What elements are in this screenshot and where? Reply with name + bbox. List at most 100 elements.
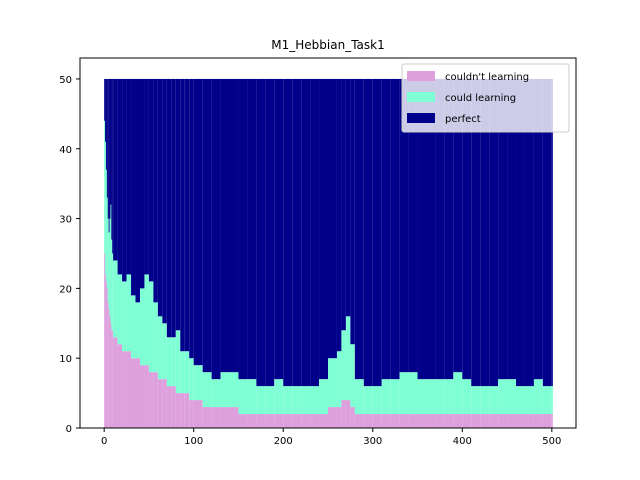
bar-perfect bbox=[341, 78, 346, 331]
bar-couldnt-learning bbox=[417, 414, 427, 428]
bar-could-learning bbox=[444, 379, 454, 415]
bar-couldnt-learning bbox=[157, 379, 163, 428]
bar-perfect bbox=[507, 78, 517, 380]
bar-couldnt-learning bbox=[166, 386, 172, 428]
bar-perfect bbox=[189, 78, 194, 359]
bar-could-learning bbox=[524, 386, 534, 415]
bar-perfect bbox=[247, 78, 257, 380]
bar-perfect bbox=[350, 78, 355, 345]
bar-couldnt-learning bbox=[139, 365, 145, 428]
bars-group bbox=[104, 78, 553, 428]
x-tick-label: 500 bbox=[542, 436, 561, 447]
bar-perfect bbox=[108, 78, 110, 233]
bar-couldnt-learning bbox=[301, 414, 311, 428]
bar-could-learning bbox=[363, 386, 373, 415]
bar-perfect bbox=[153, 78, 158, 303]
bar-couldnt-learning bbox=[345, 400, 351, 428]
bar-perfect bbox=[390, 78, 400, 380]
bar-could-learning bbox=[435, 379, 445, 415]
bar-perfect bbox=[111, 78, 113, 240]
bar-couldnt-learning bbox=[122, 351, 127, 428]
bar-could-learning bbox=[426, 379, 436, 415]
bar-couldnt-learning bbox=[113, 337, 118, 428]
bar-couldnt-learning bbox=[336, 407, 342, 428]
legend-swatch bbox=[407, 71, 435, 81]
y-axis: 0 10 20 30 40 50 bbox=[59, 75, 80, 435]
legend-box bbox=[401, 63, 570, 133]
bar-could-learning bbox=[453, 372, 463, 415]
plot-frame bbox=[79, 57, 577, 429]
bar-couldnt-learning bbox=[381, 414, 391, 428]
bar-couldnt-learning bbox=[189, 400, 194, 428]
bar-perfect bbox=[220, 78, 230, 373]
bar-perfect bbox=[310, 78, 320, 387]
bar-perfect bbox=[175, 78, 181, 331]
bar-could-learning bbox=[498, 379, 508, 415]
bar-couldnt-learning bbox=[516, 414, 525, 428]
bar-couldnt-learning bbox=[106, 288, 108, 428]
bar-couldnt-learning bbox=[489, 414, 499, 428]
bar-couldnt-learning bbox=[111, 330, 113, 428]
bar-perfect bbox=[105, 78, 107, 142]
bar-perfect bbox=[211, 78, 221, 380]
bar-could-learning bbox=[551, 386, 553, 415]
bar-perfect bbox=[105, 78, 107, 170]
bar-could-learning bbox=[122, 281, 127, 352]
bar-couldnt-learning bbox=[202, 407, 212, 428]
bar-perfect bbox=[542, 78, 552, 387]
bar-could-learning bbox=[113, 260, 118, 338]
bar-perfect bbox=[408, 78, 418, 373]
bar-couldnt-learning bbox=[274, 414, 284, 428]
bar-perfect bbox=[292, 78, 302, 387]
bar-couldnt-learning bbox=[444, 414, 454, 428]
bar-could-learning bbox=[220, 372, 230, 408]
bar-perfect bbox=[363, 78, 373, 387]
bar-could-learning bbox=[184, 351, 190, 394]
bar-couldnt-learning bbox=[341, 400, 346, 428]
legend-swatch bbox=[407, 92, 435, 102]
bar-couldnt-learning bbox=[126, 351, 132, 428]
bar-couldnt-learning bbox=[193, 400, 203, 428]
x-axis: 0 100 200 300 400 500 bbox=[101, 428, 561, 447]
bar-could-learning bbox=[202, 372, 212, 408]
bar-couldnt-learning bbox=[256, 414, 266, 428]
bar-couldnt-learning bbox=[135, 358, 140, 428]
bar-perfect bbox=[162, 78, 167, 324]
bar-couldnt-learning bbox=[292, 414, 302, 428]
bar-perfect bbox=[104, 78, 106, 121]
bar-couldnt-learning bbox=[507, 414, 517, 428]
bar-couldnt-learning bbox=[524, 414, 534, 428]
bar-perfect bbox=[274, 78, 284, 380]
bar-could-learning bbox=[533, 379, 543, 415]
bar-couldnt-learning bbox=[109, 316, 111, 428]
bar-could-learning bbox=[106, 197, 108, 289]
y-tick-label: 40 bbox=[59, 145, 72, 156]
bar-couldnt-learning bbox=[319, 414, 328, 428]
bar-couldnt-learning bbox=[238, 414, 248, 428]
bar-could-learning bbox=[381, 379, 391, 415]
bar-could-learning bbox=[319, 379, 328, 415]
bar-perfect bbox=[372, 78, 382, 387]
bar-couldnt-learning bbox=[408, 414, 418, 428]
bar-could-learning bbox=[110, 204, 112, 324]
bar-could-learning bbox=[171, 337, 176, 387]
bar-perfect bbox=[524, 78, 534, 387]
bar-could-learning bbox=[180, 351, 185, 394]
bar-could-learning bbox=[238, 379, 248, 415]
bar-couldnt-learning bbox=[110, 323, 112, 428]
bar-perfect bbox=[256, 78, 266, 387]
bar-perfect bbox=[453, 78, 463, 373]
x-tick-label: 200 bbox=[274, 436, 293, 447]
bar-perfect bbox=[131, 78, 136, 296]
bar-could-learning bbox=[390, 379, 400, 415]
bar-couldnt-learning bbox=[265, 414, 275, 428]
bar-couldnt-learning bbox=[354, 414, 364, 428]
y-tick-label: 50 bbox=[59, 75, 72, 86]
bar-perfect bbox=[109, 78, 111, 219]
x-tick-label: 100 bbox=[184, 436, 203, 447]
bar-perfect bbox=[354, 78, 364, 380]
bar-couldnt-learning bbox=[471, 414, 481, 428]
bar-perfect bbox=[126, 78, 132, 275]
bar-perfect bbox=[106, 78, 108, 198]
bar-couldnt-learning bbox=[350, 407, 355, 428]
